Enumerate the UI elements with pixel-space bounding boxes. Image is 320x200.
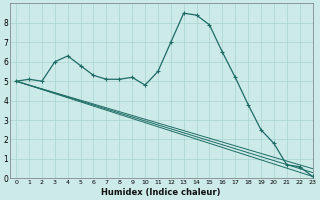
X-axis label: Humidex (Indice chaleur): Humidex (Indice chaleur)	[101, 188, 221, 197]
